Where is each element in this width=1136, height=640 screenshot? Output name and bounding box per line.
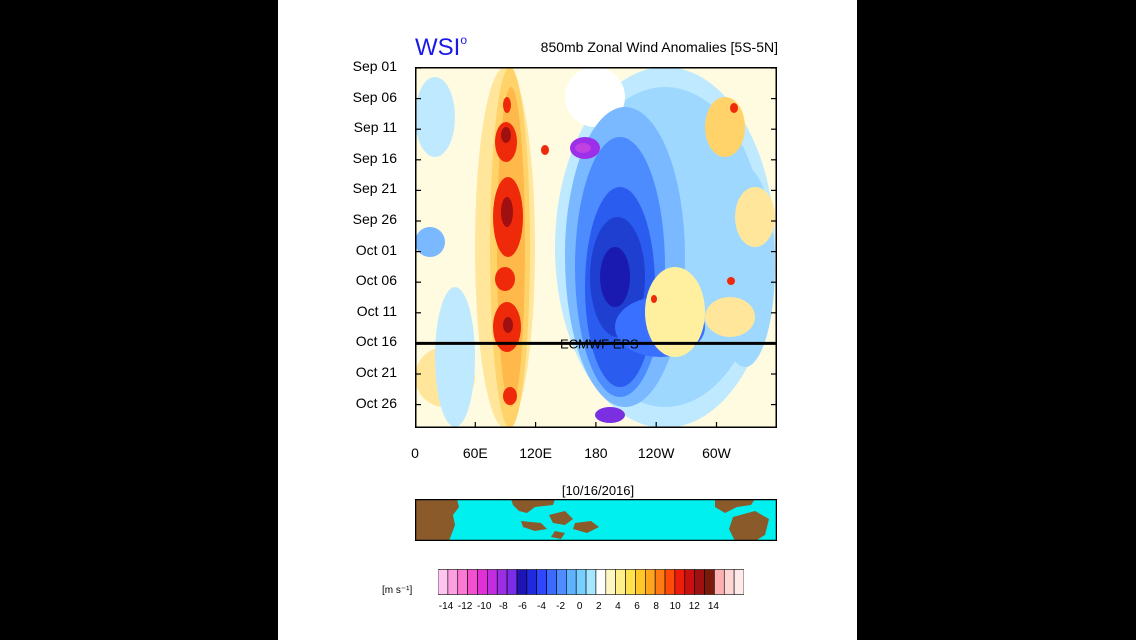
colorbar-tick-label: -12 [457,601,473,612]
colorbar-swatch [635,569,646,595]
colorbar-swatch [714,569,725,595]
anomaly-region [600,247,630,307]
y-tick-label: Oct 11 [356,302,397,319]
colorbar-swatch [467,569,478,595]
anomaly-region [435,287,475,427]
x-tick-label: 180 [584,445,608,461]
x-tick-label: 120W [637,445,675,461]
colorbar-swatch [664,569,676,595]
hovmoller-plot: ECMWF EPS [415,67,777,428]
colorbar-swatch [605,569,616,595]
anomaly-region [651,295,657,303]
anomaly-region [503,387,517,405]
colorbar-swatch [566,569,577,595]
colorbar-swatch [615,569,626,595]
colorbar-tick-label: -4 [537,601,546,612]
anomaly-region [503,97,511,113]
anomaly-region [595,407,625,423]
colorbar-swatch [487,569,498,595]
anomaly-region [501,197,513,227]
colorbar-tick-label: 4 [615,601,621,612]
anomaly-region [727,277,735,285]
colorbar-swatch [694,569,705,595]
colorbar-tick-label: -10 [476,601,492,612]
map-date-label: [10/16/2016] [561,483,635,498]
colorbar-swatch [447,569,459,595]
anomaly-region [705,297,755,337]
anomaly-region [735,187,775,247]
y-tick-label: Sep 21 [352,180,397,197]
colorbar-swatch [575,569,587,595]
colorbar-swatch [733,569,744,595]
colorbar-swatch [496,569,508,595]
colorbar-swatch [477,569,488,595]
colorbar-swatch [654,569,666,595]
colorbar-tick-label: -8 [498,601,508,612]
y-tick-label: Sep 01 [352,58,397,74]
colorbar-tick-label: -6 [517,601,527,612]
wsi-logo: WSIo [415,33,468,61]
colorbar-swatch [556,569,567,595]
figure-page: WSIo 850mb Zonal Wind Anomalies [5S-5N] … [278,0,857,640]
colorbar-swatch [644,569,656,595]
colorbar-tick-label: 2 [596,601,602,612]
anomaly-region [541,145,549,155]
colorbar-swatch [516,569,528,595]
colorbar-swatch [438,569,449,595]
y-tick-label: Oct 26 [355,394,397,411]
colorbar-tick-label: 6 [634,601,640,612]
colorbar-swatch [625,569,636,595]
anomaly-region [501,127,511,143]
colorbar-swatch [546,569,557,595]
colorbar-tick-label: -14 [438,601,454,612]
anomaly-region [705,97,745,157]
colorbar [438,569,744,595]
chart-title: 850mb Zonal Wind Anomalies [5S-5N] [540,39,778,55]
colorbar-tick-label: 10 [669,601,681,612]
colorbar-tick-label: 12 [688,601,700,612]
colorbar-swatch [457,569,468,595]
y-tick-label: Oct 06 [355,272,397,289]
anomaly-region [730,103,738,113]
colorbar-swatch [585,569,597,595]
anomaly-region [503,317,513,333]
equatorial-map [415,499,777,541]
x-tick-label: 60E [462,445,488,461]
anomaly-region [645,267,705,357]
y-tick-label: Oct 16 [355,333,397,350]
colorbar-tick-label: 8 [653,601,659,612]
x-tick-label: 0 [411,445,419,461]
colorbar-swatch [536,569,547,595]
anomaly-region [415,77,455,157]
y-tick-label: Oct 01 [355,241,397,258]
colorbar-tick-label: -2 [556,601,566,612]
colorbar-swatch [526,569,538,595]
colorbar-swatch [595,569,607,595]
x-tick-label: 120E [519,445,552,461]
colorbar-swatch [704,569,715,595]
y-tick-label: Sep 11 [353,119,397,136]
anomaly-region [575,143,591,153]
forecast-label: ECMWF EPS [560,336,639,351]
y-tick-label: Sep 06 [352,88,397,105]
colorbar-swatch [723,569,735,595]
anomaly-region [495,267,515,291]
y-tick-label: Oct 21 [355,364,397,380]
y-tick-label: Sep 26 [352,211,397,227]
colorbar-tick-label: 14 [707,601,719,612]
y-tick-label: Sep 16 [352,149,397,166]
colorbar-units: [m s⁻¹] [382,585,413,596]
colorbar-swatch [506,569,518,595]
anomaly-region [415,227,445,257]
colorbar-tick-label: 0 [576,601,583,612]
colorbar-swatch [684,569,695,595]
colorbar-swatch [674,569,686,595]
x-tick-label: 60W [702,445,731,461]
